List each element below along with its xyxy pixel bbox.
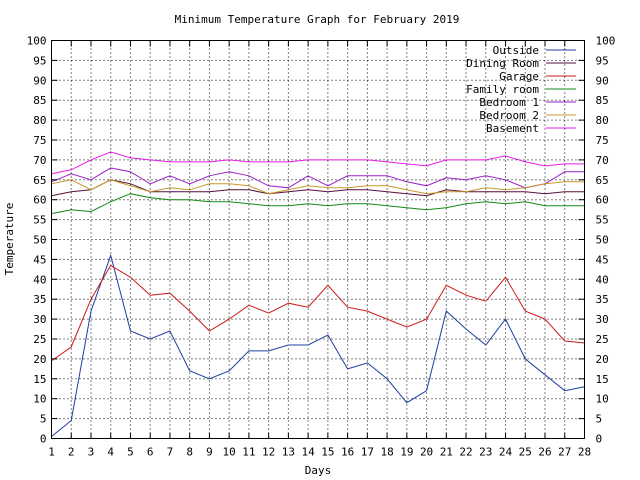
x-tick-label: 18: [380, 446, 393, 459]
x-tick-label: 12: [262, 446, 275, 459]
y-tick-label-left: 20: [33, 353, 46, 366]
x-tick-label: 13: [282, 446, 295, 459]
series-line-dining-room: [51, 179, 585, 197]
y-tick-label-left: 70: [33, 154, 46, 167]
legend-label-outside: Outside: [493, 44, 539, 57]
y-tick-label-right: 55: [596, 214, 609, 227]
y-tick-label-left: 85: [33, 94, 46, 107]
chart-title: Minimum Temperature Graph for February 2…: [175, 13, 460, 26]
y-tick-label-left: 15: [33, 373, 46, 386]
x-tick-label: 21: [440, 446, 453, 459]
x-tick-label: 6: [147, 446, 154, 459]
x-tick-label: 16: [341, 446, 354, 459]
series-line-bedroom-1: [51, 167, 585, 189]
y-tick-label-right: 25: [596, 333, 609, 346]
y-tick-label-right: 20: [596, 353, 609, 366]
y-tick-label-right: 30: [596, 313, 609, 326]
y-tick-label-right: 75: [596, 134, 609, 147]
y-axis-label: Temperature: [3, 203, 16, 276]
x-tick-label: 4: [107, 446, 114, 459]
y-tick-label-right: 5: [596, 413, 603, 426]
y-tick-label-right: 15: [596, 373, 609, 386]
y-tick-label-left: 25: [33, 333, 46, 346]
x-tick-label: 8: [186, 446, 193, 459]
x-tick-label: 20: [420, 446, 433, 459]
y-tick-label-left: 90: [33, 74, 46, 87]
y-tick-label-right: 45: [596, 253, 609, 266]
series-line-outside: [51, 253, 585, 437]
y-tick-label-right: 35: [596, 293, 609, 306]
y-tick-label-right: 95: [596, 54, 609, 67]
x-tick-label: 11: [242, 446, 255, 459]
y-tick-label-left: 100: [27, 35, 47, 48]
x-tick-label: 22: [459, 446, 472, 459]
x-tick-label: 23: [479, 446, 492, 459]
legend-label-bedroom-2: Bedroom 2: [479, 109, 539, 122]
y-tick-label-left: 50: [33, 234, 46, 247]
x-tick-label: 9: [206, 446, 213, 459]
y-tick-label-right: 100: [596, 35, 616, 48]
legend-label-dining-room: Dining Room: [466, 57, 539, 70]
y-tick-label-right: 70: [596, 154, 609, 167]
x-tick-label: 5: [127, 446, 134, 459]
x-tick-label: 3: [88, 446, 95, 459]
x-tick-label: 17: [361, 446, 374, 459]
y-tick-label-left: 95: [33, 54, 46, 67]
y-tick-label-left: 0: [40, 433, 47, 446]
x-tick-label: 14: [302, 446, 316, 459]
x-tick-label: 10: [223, 446, 236, 459]
x-tick-label: 26: [538, 446, 551, 459]
y-tick-label-left: 55: [33, 214, 46, 227]
series-line-basement: [51, 151, 585, 175]
y-tick-label-left: 5: [40, 413, 47, 426]
x-tick-label: 7: [167, 446, 174, 459]
x-tick-label: 28: [578, 446, 591, 459]
series-line-bedroom-2: [51, 179, 585, 195]
y-tick-label-left: 40: [33, 273, 46, 286]
x-tick-label: 19: [400, 446, 413, 459]
series-line-garage: [51, 264, 585, 362]
legend-label-bedroom-1: Bedroom 1: [479, 96, 539, 109]
x-tick-label: 15: [321, 446, 334, 459]
y-tick-label-left: 75: [33, 134, 46, 147]
x-tick-label: 2: [68, 446, 75, 459]
series-line-family-room: [51, 193, 585, 215]
x-tick-label: 27: [558, 446, 571, 459]
x-axis-label: Days: [305, 464, 332, 477]
y-tick-label-right: 10: [596, 393, 609, 406]
y-tick-label-left: 35: [33, 293, 46, 306]
y-tick-label-right: 65: [596, 174, 609, 187]
y-tick-label-right: 40: [596, 273, 609, 286]
y-tick-label-left: 10: [33, 393, 46, 406]
legend-label-family-room: Family room: [466, 83, 539, 96]
y-tick-label-left: 60: [33, 194, 46, 207]
x-tick-label: 1: [48, 446, 55, 459]
y-tick-label-right: 60: [596, 194, 609, 207]
grid-lines: [51, 40, 585, 439]
y-tick-label-left: 45: [33, 253, 46, 266]
y-tick-label-left: 65: [33, 174, 46, 187]
y-tick-label-left: 30: [33, 313, 46, 326]
y-tick-label-right: 80: [596, 114, 609, 127]
x-tick-label: 24: [499, 446, 513, 459]
y-tick-label-right: 90: [596, 74, 609, 87]
legend-label-garage: Garage: [499, 70, 539, 83]
y-tick-label-right: 0: [596, 433, 603, 446]
y-tick-label-right: 50: [596, 234, 609, 247]
series-lines: [51, 151, 585, 437]
y-tick-label-left: 80: [33, 114, 46, 127]
legend-label-basement: Basement: [486, 122, 539, 135]
x-tick-label: 25: [519, 446, 532, 459]
y-tick-label-right: 85: [596, 94, 609, 107]
